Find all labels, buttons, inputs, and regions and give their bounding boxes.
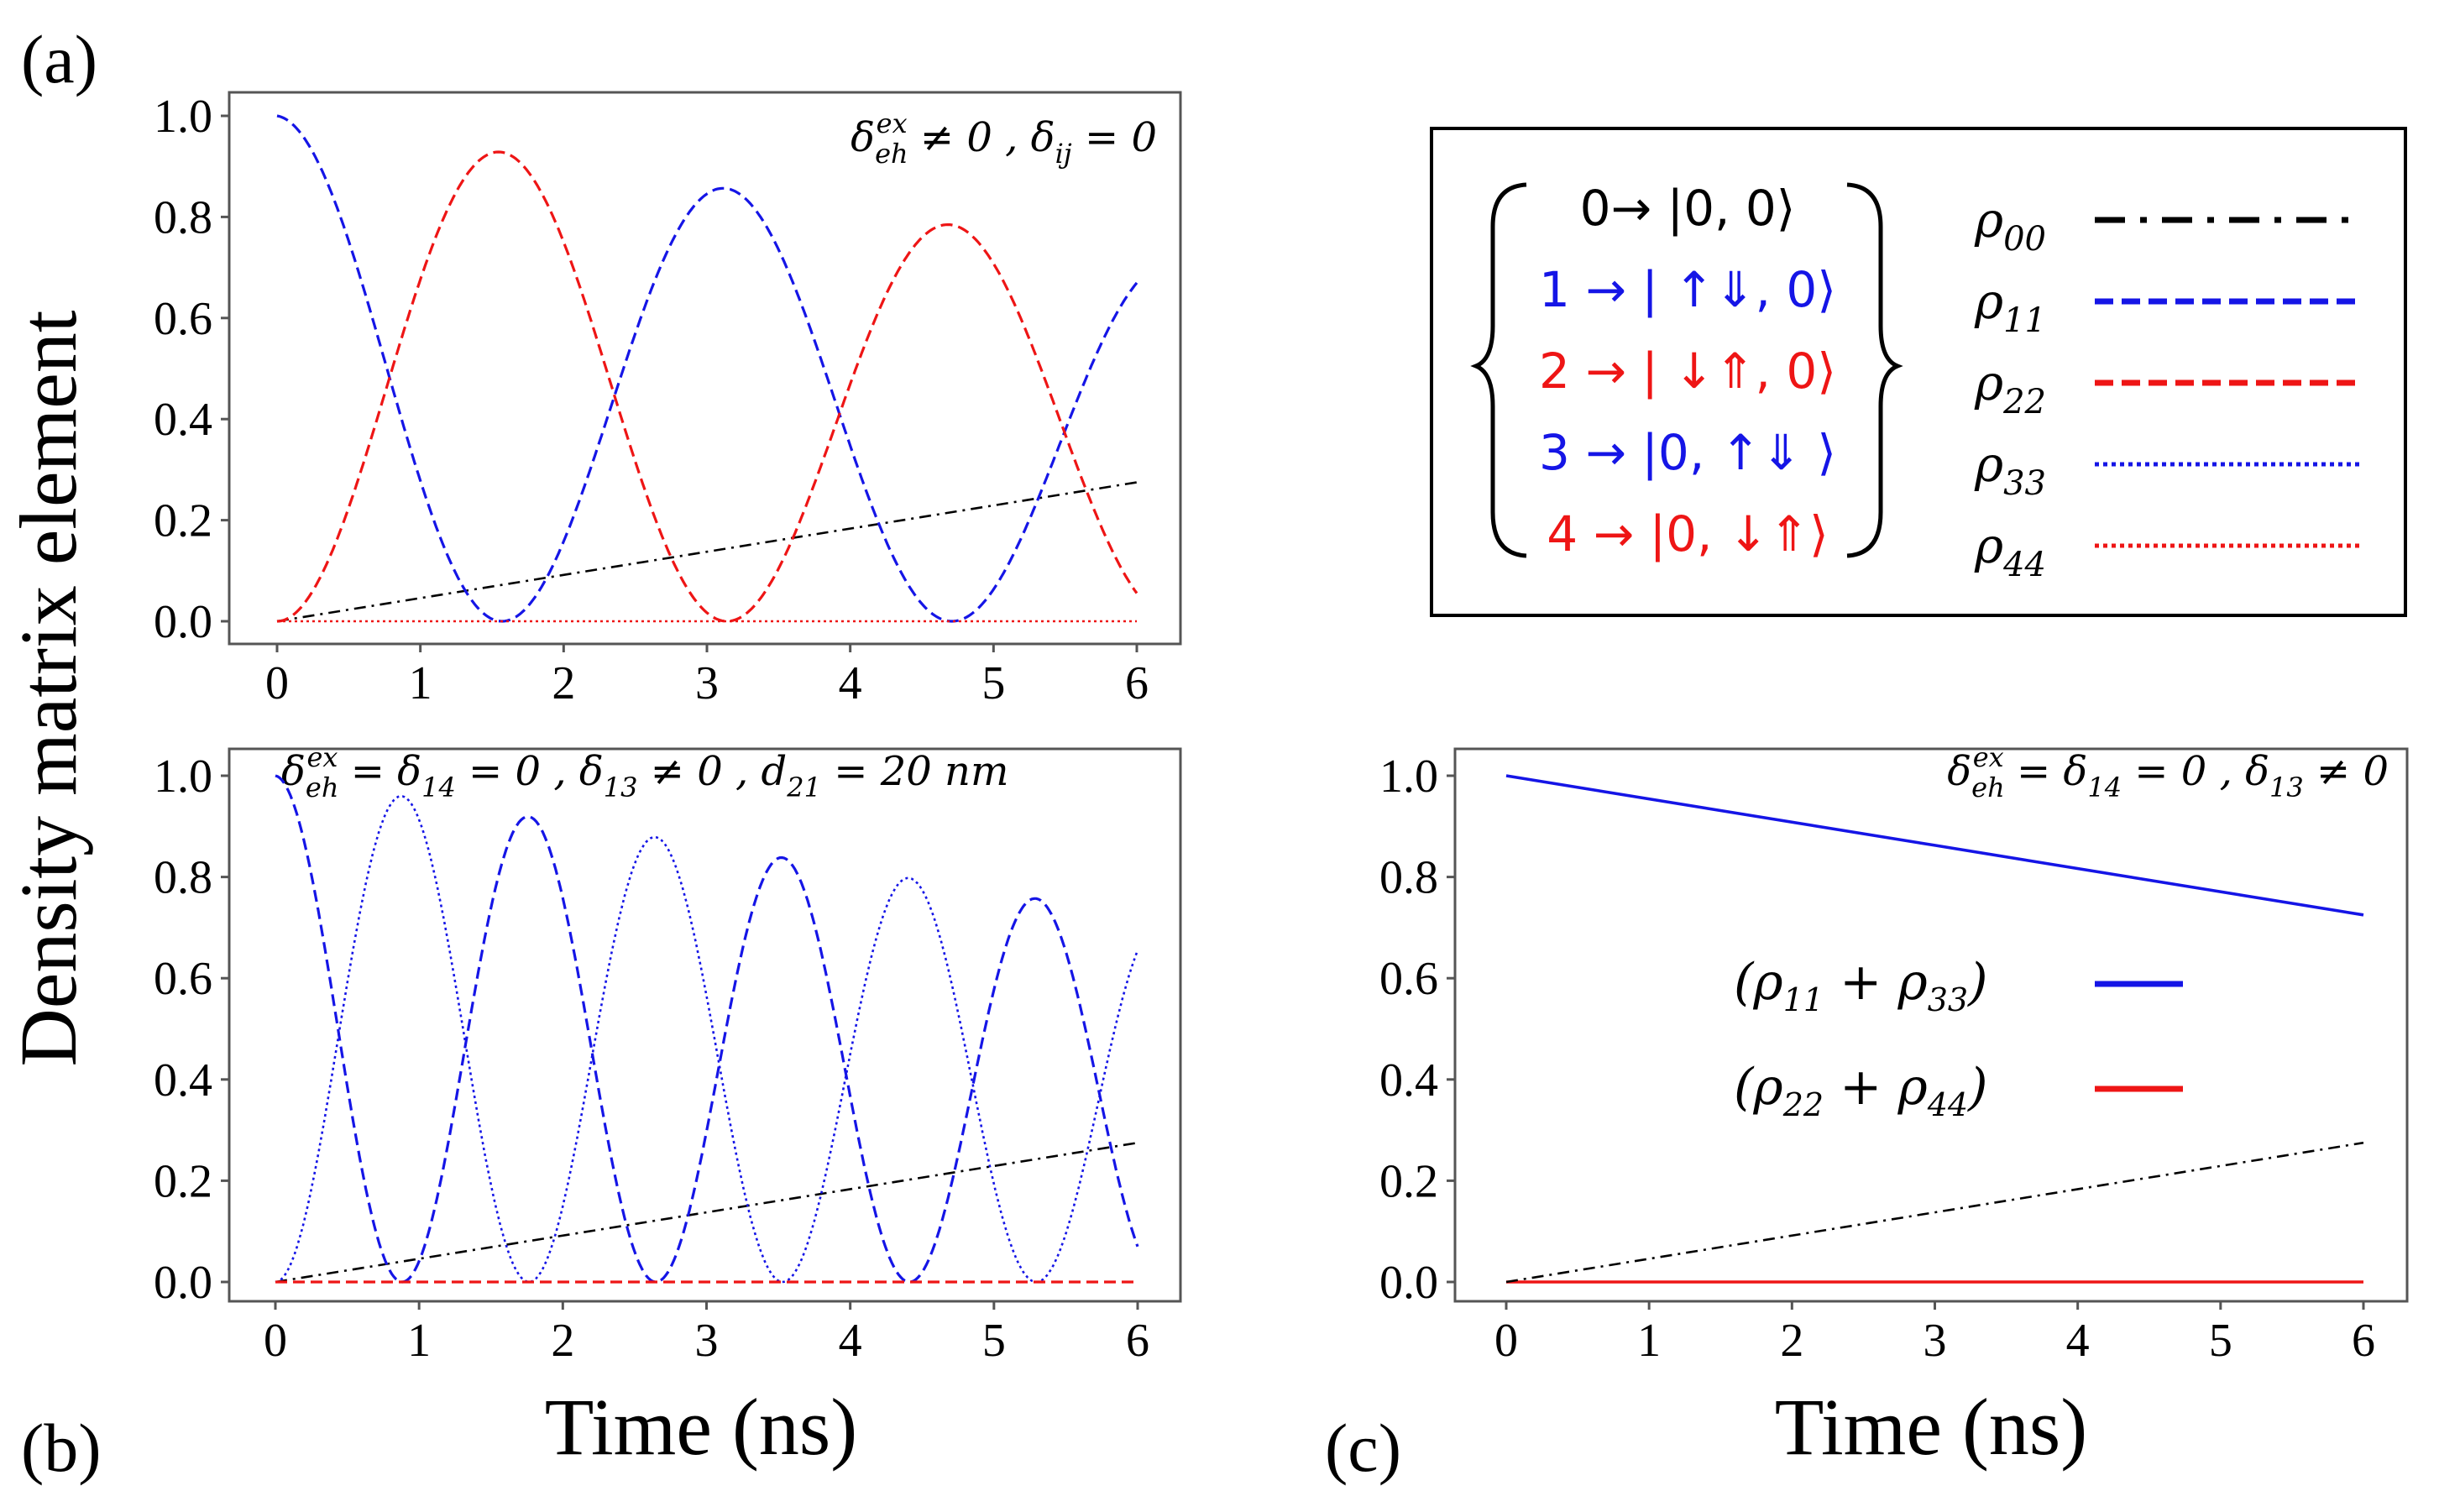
y-axis-title: Density matrix element — [3, 310, 93, 1066]
y-tick-label-c-5: 1.0 — [1379, 751, 1438, 803]
y-tick-label-b-1: 0.2 — [154, 1155, 212, 1207]
plot-a-frame — [228, 91, 1182, 646]
x-tick-label-b-2: 2 — [551, 1315, 574, 1367]
series-a-00 — [276, 481, 1138, 623]
x-tick-label-b-0: 0 — [264, 1315, 287, 1367]
left-brace — [1470, 182, 1527, 558]
series-b-11 — [275, 774, 1139, 1284]
x-tick-label-c-2: 2 — [1780, 1315, 1803, 1367]
right-brace — [1846, 182, 1903, 558]
y-tick-label-b-2: 0.4 — [154, 1054, 212, 1107]
state-0: 0→ |0, 0⟩ — [1580, 180, 1796, 237]
x-tick-label-b-1: 1 — [407, 1315, 431, 1367]
y-tick-label-c-2: 0.4 — [1379, 1054, 1438, 1107]
x-tick-label-a-1: 1 — [409, 657, 432, 709]
x-tick-label-c-3: 3 — [1924, 1315, 1947, 1367]
y-tick-label-c-3: 0.6 — [1379, 953, 1438, 1005]
annotation-b: δehex = δ14 = 0 , δ13 ≠ 0 , d21 = 20 nm — [281, 741, 1008, 803]
series-a-11 — [276, 114, 1138, 623]
legend-c-label-0: (ρ11 + ρ33) — [1734, 953, 1988, 1018]
panel-label-a: (a) — [21, 21, 97, 97]
x-tick-label-a-6: 6 — [1125, 657, 1149, 709]
y-tick-label-c-1: 0.2 — [1379, 1155, 1438, 1207]
panel-label-b: (b) — [21, 1410, 102, 1486]
annotation-c: δehex = δ14 = 0 , δ13 ≠ 0 — [1947, 741, 2389, 803]
legend-frame — [1430, 127, 2407, 617]
y-tick-label-b-0: 0.0 — [154, 1257, 212, 1309]
plot-a: δehex ≠ 0 , δij = 0 0 1 2 3 4 5 6 0.0 0.2 0.4 0.6 0… — [154, 91, 1182, 709]
y-tick-label-a-2: 0.4 — [154, 394, 212, 446]
x-tick-label-a-0: 0 — [265, 657, 289, 709]
x-tick-label-a-3: 3 — [695, 657, 719, 709]
y-tick-label-c-4: 0.8 — [1379, 852, 1438, 904]
x-tick-label-c-0: 0 — [1494, 1315, 1518, 1367]
x-tick-label-b-4: 4 — [839, 1315, 862, 1367]
y-tick-label-c-0: 0.0 — [1379, 1257, 1438, 1309]
y-tick-label-a-0: 0.0 — [154, 596, 212, 648]
y-tick-label-b-4: 0.8 — [154, 852, 212, 904]
state-4: 4 → |0, ↓⇑⟩ — [1547, 505, 1829, 562]
annotation-a: δehex ≠ 0 , δij = 0 — [851, 107, 1157, 170]
series-b-33 — [275, 794, 1139, 1284]
x-tick-label-c-6: 6 — [2352, 1315, 2375, 1367]
x-tick-label-b-3: 3 — [695, 1315, 719, 1367]
x-tick-label-a-2: 2 — [552, 657, 575, 709]
series-c-1133 — [1505, 774, 2364, 917]
plot-b-frame — [228, 747, 1182, 1303]
y-tick-label-a-5: 1.0 — [154, 91, 212, 143]
x-axis-title-b: Time (ns) — [545, 1382, 858, 1472]
state-3: 3 → |0, ↑⇓ ⟩ — [1539, 424, 1836, 481]
y-tick-label-a-4: 0.8 — [154, 191, 212, 243]
x-tick-label-b-5: 5 — [982, 1315, 1006, 1367]
x-tick-label-a-5: 5 — [981, 657, 1005, 709]
state-2: 2 → | ↓⇑, 0⟩ — [1539, 343, 1836, 400]
panel-label-c: (c) — [1325, 1410, 1401, 1486]
x-tick-label-b-6: 6 — [1126, 1315, 1149, 1367]
x-tick-label-c-1: 1 — [1637, 1315, 1661, 1367]
x-tick-label-a-4: 4 — [839, 657, 862, 709]
plot-b: δehex = δ14 = 0 , δ13 ≠ 0 , d21 = 20 nm … — [154, 741, 1182, 1472]
x-tick-label-c-5: 5 — [2209, 1315, 2232, 1367]
y-tick-label-a-3: 0.6 — [154, 293, 212, 345]
x-tick-label-c-4: 4 — [2066, 1315, 2090, 1367]
series-c-00 — [1505, 1141, 2364, 1284]
y-tick-label-b-5: 1.0 — [154, 751, 212, 803]
y-tick-label-b-3: 0.6 — [154, 953, 212, 1005]
plot-c-frame — [1453, 747, 2409, 1303]
state-1: 1 → | ↑⇓, 0⟩ — [1539, 261, 1836, 318]
y-tick-label-a-1: 0.2 — [154, 495, 212, 547]
x-axis-title-c: Time (ns) — [1775, 1382, 2088, 1472]
series-a-22 — [276, 150, 1138, 623]
